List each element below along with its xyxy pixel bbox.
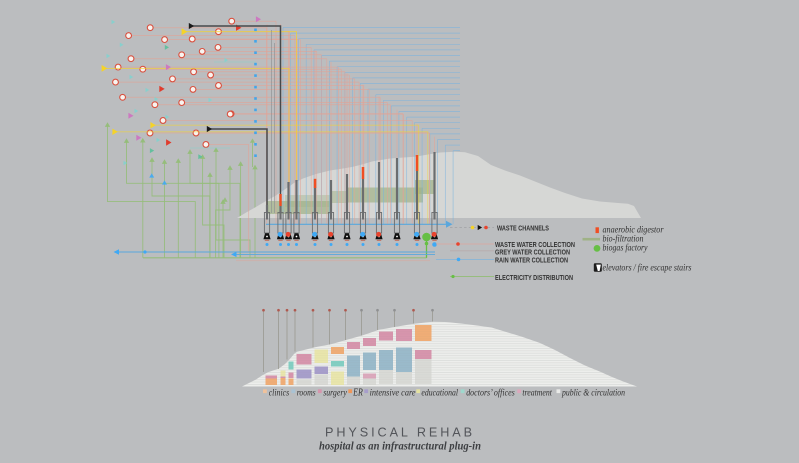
svg-text:clinics: clinics [269, 388, 290, 398]
svg-text:rooms: rooms [297, 388, 316, 398]
svg-text:intensive care: intensive care [370, 388, 416, 398]
svg-text:PHYSICAL REHAB: PHYSICAL REHAB [325, 425, 475, 440]
svg-text:WASTE WATER COLLECTION: WASTE WATER COLLECTION [495, 240, 575, 249]
svg-text:surgery: surgery [323, 388, 347, 398]
svg-text:ELECTRICITY DISTRIBUTION: ELECTRICITY DISTRIBUTION [495, 273, 573, 282]
svg-text:WASTE CHANNELS: WASTE CHANNELS [497, 224, 549, 233]
svg-text:RAIN WATER COLLECTION: RAIN WATER COLLECTION [495, 256, 568, 265]
svg-text:treatment: treatment [522, 388, 552, 398]
svg-text:hospital as an infrastructural: hospital as an infrastructural plug-in [319, 441, 481, 453]
svg-text:doctors’ offices: doctors’ offices [466, 388, 515, 398]
svg-text:anaerobic digestor: anaerobic digestor [603, 225, 664, 235]
svg-text:GREY WATER COLLECTION: GREY WATER COLLECTION [495, 247, 570, 256]
svg-text:ER: ER [352, 388, 363, 399]
svg-text:educational: educational [421, 388, 458, 398]
svg-text:biogas factory: biogas factory [603, 243, 648, 253]
svg-text:bio-filtration: bio-filtration [603, 233, 644, 243]
svg-text:public & circulation: public & circulation [561, 388, 625, 398]
svg-text:elevators / fire escape stairs: elevators / fire escape stairs [603, 263, 692, 273]
